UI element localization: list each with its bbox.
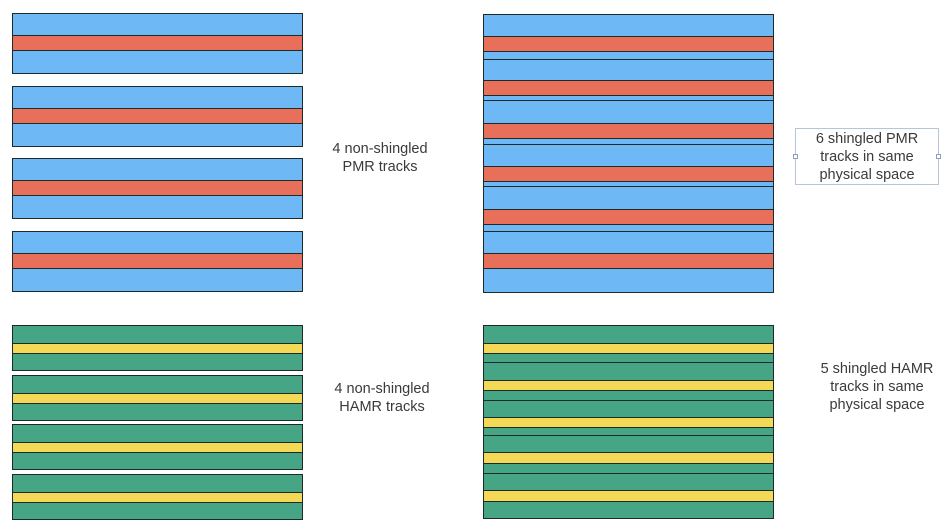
hamr-track-3-upper [12, 424, 303, 443]
pmr-track-1-lower [12, 50, 303, 74]
pmr-track-1-upper [12, 13, 303, 36]
hamr-track-4-upper [12, 474, 303, 493]
hamr-track-1-upper [12, 325, 303, 344]
pmr-shingled-label: 6 shingled PMR tracks in same physical s… [815, 131, 919, 183]
pmr-shingled-band-18 [483, 268, 774, 293]
pmr-non-shingled-label: 4 non-shingled PMR tracks [332, 141, 428, 175]
pmr-shingled-band-11 [483, 166, 774, 182]
pmr-shingled-band-17 [483, 253, 774, 269]
pmr-shingled-band-2 [483, 36, 774, 52]
pmr-shingled-band-13 [483, 186, 774, 210]
hamr-shingled-band-13 [483, 473, 774, 491]
pmr-shingled-band-16 [483, 231, 774, 254]
resize-handle-right[interactable] [936, 154, 941, 159]
pmr-track-3-upper [12, 158, 303, 181]
hamr-track-2-lower [12, 403, 303, 421]
pmr-track-1-write-band [12, 35, 303, 51]
pmr-track-4-lower [12, 268, 303, 292]
pmr-track-2-lower [12, 123, 303, 147]
pmr-shingled-band-14 [483, 209, 774, 225]
pmr-track-3-write-band [12, 180, 303, 196]
pmr-track-2-upper [12, 86, 303, 109]
resize-handle-left[interactable] [793, 154, 798, 159]
hamr-shingled-band-4 [483, 362, 774, 381]
pmr-shingled-label-box[interactable] [793, 128, 941, 185]
hamr-track-4-lower [12, 502, 303, 520]
hamr-track-3-lower [12, 452, 303, 470]
hamr-non-shingled-label: 4 non-shingled HAMR tracks [334, 381, 430, 415]
pmr-track-2-write-band [12, 108, 303, 124]
hamr-shingled-band-7 [483, 400, 774, 418]
pmr-shingled-band-5 [483, 80, 774, 96]
hamr-shingled-band-1 [483, 325, 774, 344]
hamr-track-2-upper [12, 375, 303, 394]
hamr-shingled-band-10 [483, 435, 774, 453]
pmr-track-3-lower [12, 195, 303, 219]
hamr-shingled-band-15 [483, 501, 774, 519]
hamr-shingled-label: 5 shingled HAMR tracks in same physical … [820, 361, 934, 413]
pmr-shingled-band-10 [483, 144, 774, 167]
pmr-shingled-band-7 [483, 100, 774, 124]
pmr-shingled-band-1 [483, 14, 774, 37]
pmr-shingled-band-4 [483, 59, 774, 81]
pmr-track-4-write-band [12, 253, 303, 269]
pmr-shingled-band-8 [483, 123, 774, 139]
pmr-track-4-upper [12, 231, 303, 254]
hamr-track-1-lower [12, 353, 303, 371]
